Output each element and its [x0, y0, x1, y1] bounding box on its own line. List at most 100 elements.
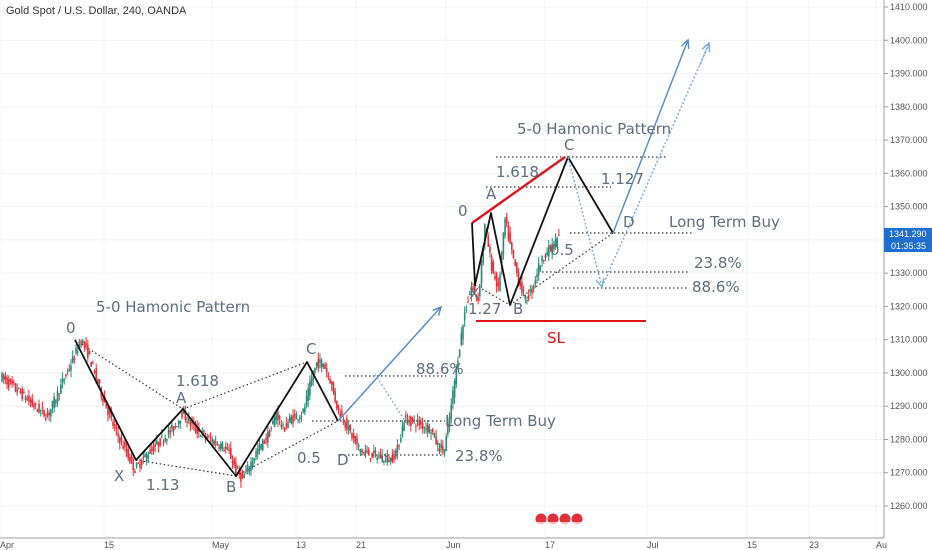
chart-title: Gold Spot / U.S. Dollar, 240, OANDA [6, 5, 187, 17]
event-icons[interactable] [534, 512, 584, 528]
candle-body [213, 440, 215, 446]
candle-body [230, 448, 232, 460]
candle-body [189, 421, 192, 426]
candle-body [224, 446, 227, 449]
candle-body [1, 373, 3, 382]
candle-body [208, 436, 210, 438]
candle-body [120, 437, 123, 441]
candle-body [403, 422, 405, 431]
point-label-b-right: B [513, 300, 523, 318]
candle-body [9, 378, 12, 382]
candle-body [341, 411, 343, 416]
candle-body [499, 274, 501, 291]
candle-body [206, 436, 209, 440]
fib-label-127: 1.27 [468, 300, 501, 318]
long-term-buy-right: Long Term Buy [669, 213, 780, 231]
candle-body [369, 458, 372, 460]
candle-body [480, 262, 483, 284]
candle-body [292, 415, 294, 423]
y-axis[interactable]: 1260.000 1270.000 1280.000 1290.000 1300.000… [883, 0, 932, 550]
candle-body [524, 295, 527, 299]
point-label-a-right: A [486, 185, 497, 203]
point-label-x-right: X [469, 285, 479, 303]
candle-body [233, 458, 235, 465]
candle-body [132, 458, 135, 470]
candle-body [216, 443, 219, 446]
x-tick-label: 21 [356, 540, 366, 550]
y-tick-label: 1320.000 [890, 301, 928, 311]
candle-body [125, 449, 128, 454]
candle-body [246, 465, 249, 471]
candle-body [38, 403, 40, 413]
candle-body [337, 404, 340, 408]
candle-body [41, 407, 44, 409]
candle-body [187, 417, 190, 422]
pattern-right-0-c-leg [471, 156, 566, 224]
x-axis[interactable]: Apr 15 May 13 21 Jun 17 Jul 15 23 Au [0, 537, 887, 550]
candle-body [336, 400, 338, 410]
candle-body [362, 452, 365, 455]
candle-body [463, 312, 466, 321]
candle-body [162, 442, 165, 444]
candle-body [36, 409, 39, 412]
candle-body [108, 408, 111, 414]
candle-body [458, 349, 461, 357]
candle-body [433, 433, 436, 437]
candle-body [389, 457, 392, 462]
candle-body [354, 435, 357, 443]
candle-body [553, 244, 555, 250]
candle-body [11, 380, 13, 385]
candle-body [507, 225, 510, 240]
candle-body [196, 425, 198, 435]
fib-label-1618-left: 1.618 [176, 372, 219, 390]
candle-body [309, 381, 311, 396]
candle-body [144, 454, 146, 457]
candle-body [130, 455, 133, 460]
candle-body [373, 450, 375, 453]
candle-body [122, 445, 124, 449]
candle-body [406, 419, 409, 425]
candle-body [394, 450, 397, 457]
candle-body [435, 436, 437, 445]
candle-body [453, 380, 456, 398]
candle-body [21, 388, 23, 399]
candle-body [426, 424, 429, 432]
candle-body [49, 408, 52, 417]
candle-body [214, 441, 217, 444]
candle-body [393, 455, 395, 460]
candle-body [2, 375, 5, 379]
candle-body [31, 398, 34, 406]
projection-dotted-up [601, 43, 710, 288]
candle-body [405, 415, 407, 418]
point-label-b-left: B [226, 478, 236, 496]
candle-body [16, 389, 18, 393]
candle-body [28, 395, 30, 402]
y-tick-label: 1410.000 [890, 2, 928, 12]
candle-body [482, 246, 484, 264]
candle-body [152, 446, 155, 452]
candle-body [221, 442, 224, 450]
candle-body [342, 418, 345, 423]
candle-body [479, 285, 481, 296]
candle-body [297, 419, 299, 421]
annotation-labels: 5-0 Hamonic Pattern 5-0 Hamonic Pattern … [66, 120, 780, 496]
candle-body [226, 447, 229, 450]
candle-body [177, 421, 180, 425]
fib-label-1127: 1.127 [601, 170, 644, 188]
candle-body [440, 443, 442, 449]
candle-body [14, 383, 17, 391]
candle-body [115, 427, 118, 429]
candle-body [159, 438, 161, 446]
candle-body [320, 360, 323, 368]
pattern-dotted-b-d-right [509, 232, 614, 306]
x-tick-label: Jul [647, 540, 659, 550]
candle-body [85, 343, 87, 346]
candle-body [310, 378, 313, 386]
candle-body [256, 449, 259, 454]
annotation-lines [74, 156, 694, 477]
candle-body [544, 255, 547, 259]
long-term-buy-left: Long Term Buy [445, 412, 556, 430]
candle-body [155, 440, 158, 444]
candle-body [118, 437, 121, 444]
